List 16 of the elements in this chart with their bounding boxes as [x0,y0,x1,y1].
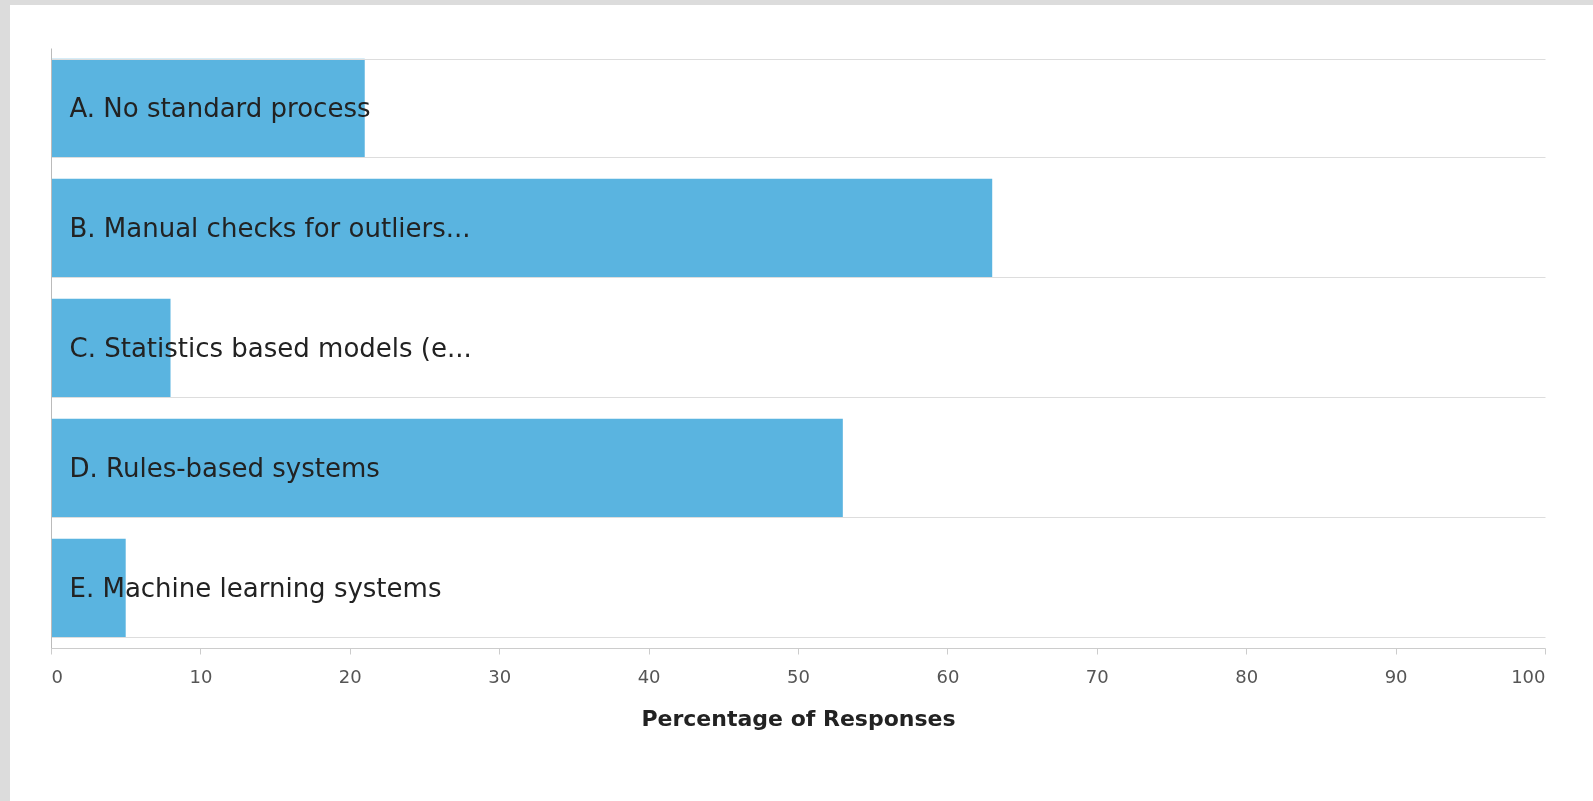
x-tick-label: 90 [1384,665,1408,687]
x-tick-label: 60 [936,665,960,687]
x-tick-label: 50 [787,665,810,687]
bar [51,178,993,278]
x-tick-label: 100 [1511,665,1546,687]
x-tick-label: 40 [637,665,661,687]
y-tick-label: D. Rules-based systems [69,452,380,483]
bar [51,418,843,518]
x-axis-title: Percentage of Responses [641,705,956,731]
x-tick-label: 70 [1085,665,1109,687]
y-tick-label: B. Manual checks for outliers... [69,212,471,243]
x-tick-label: 0 [51,665,63,687]
x-tick-label: 10 [189,665,213,687]
x-tick-label: 30 [488,665,512,687]
x-tick-label: 80 [1235,665,1259,687]
x-tick-label: 20 [338,665,362,687]
